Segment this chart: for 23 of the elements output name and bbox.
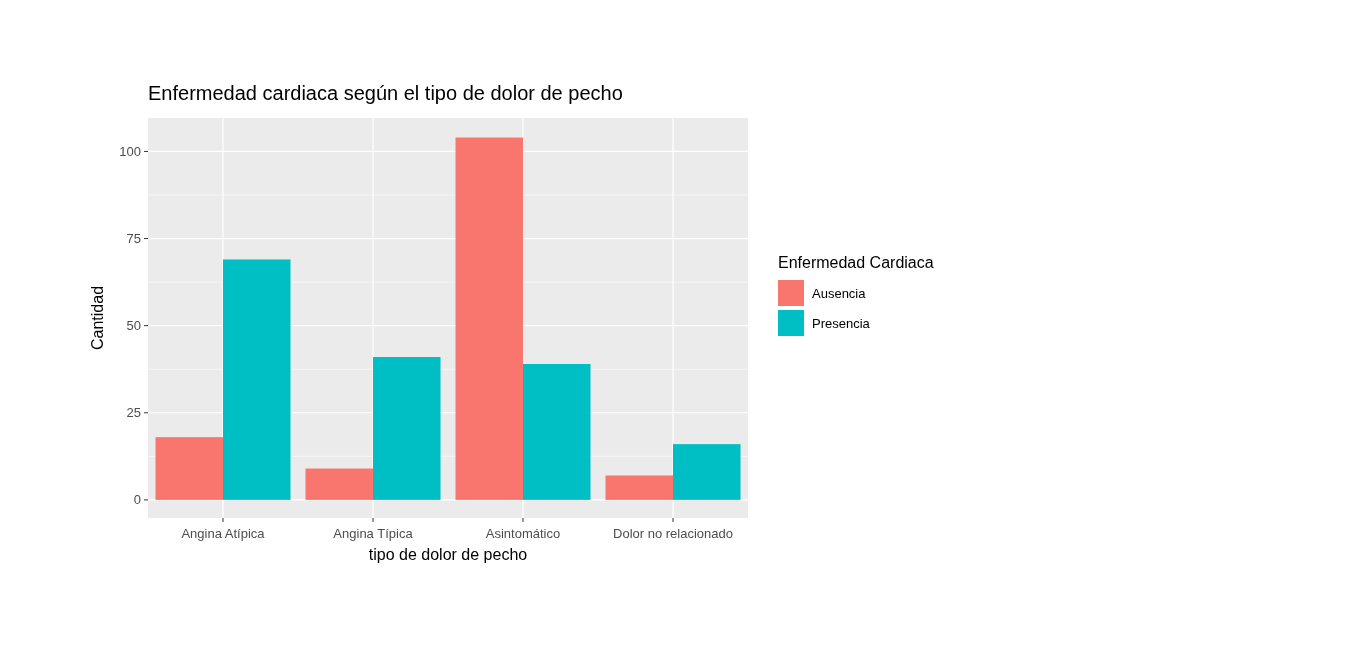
y-tick-label: 50 — [126, 318, 141, 334]
y-tick-label: 25 — [126, 405, 141, 421]
bar — [223, 259, 291, 500]
y-tick-label: 75 — [126, 231, 141, 247]
bar — [605, 475, 673, 500]
x-tick-label: Dolor no relacionado — [613, 526, 733, 541]
x-tick-label: Angina Atípica — [181, 526, 266, 541]
y-tick-label: 0 — [133, 492, 141, 508]
x-axis-title: tipo de dolor de pecho — [368, 546, 528, 563]
x-tick-label: Asintomático — [485, 526, 561, 541]
chart-title: Enfermedad cardiaca según el tipo de dolor de pecho — [148, 82, 623, 104]
bar — [155, 437, 223, 500]
bar — [673, 444, 741, 500]
legend-title: Enfermedad Cardiaca — [778, 254, 934, 271]
bar — [523, 363, 591, 500]
y-tick-label: 100 — [119, 144, 141, 159]
bar — [373, 357, 441, 500]
bar — [455, 137, 523, 500]
legend-label: Ausencia — [812, 285, 867, 301]
bar — [305, 468, 373, 500]
legend-label: Presencia — [812, 315, 871, 331]
x-tick-label: Angina Típica — [333, 526, 414, 541]
y-axis-title: Cantidad — [89, 285, 106, 351]
